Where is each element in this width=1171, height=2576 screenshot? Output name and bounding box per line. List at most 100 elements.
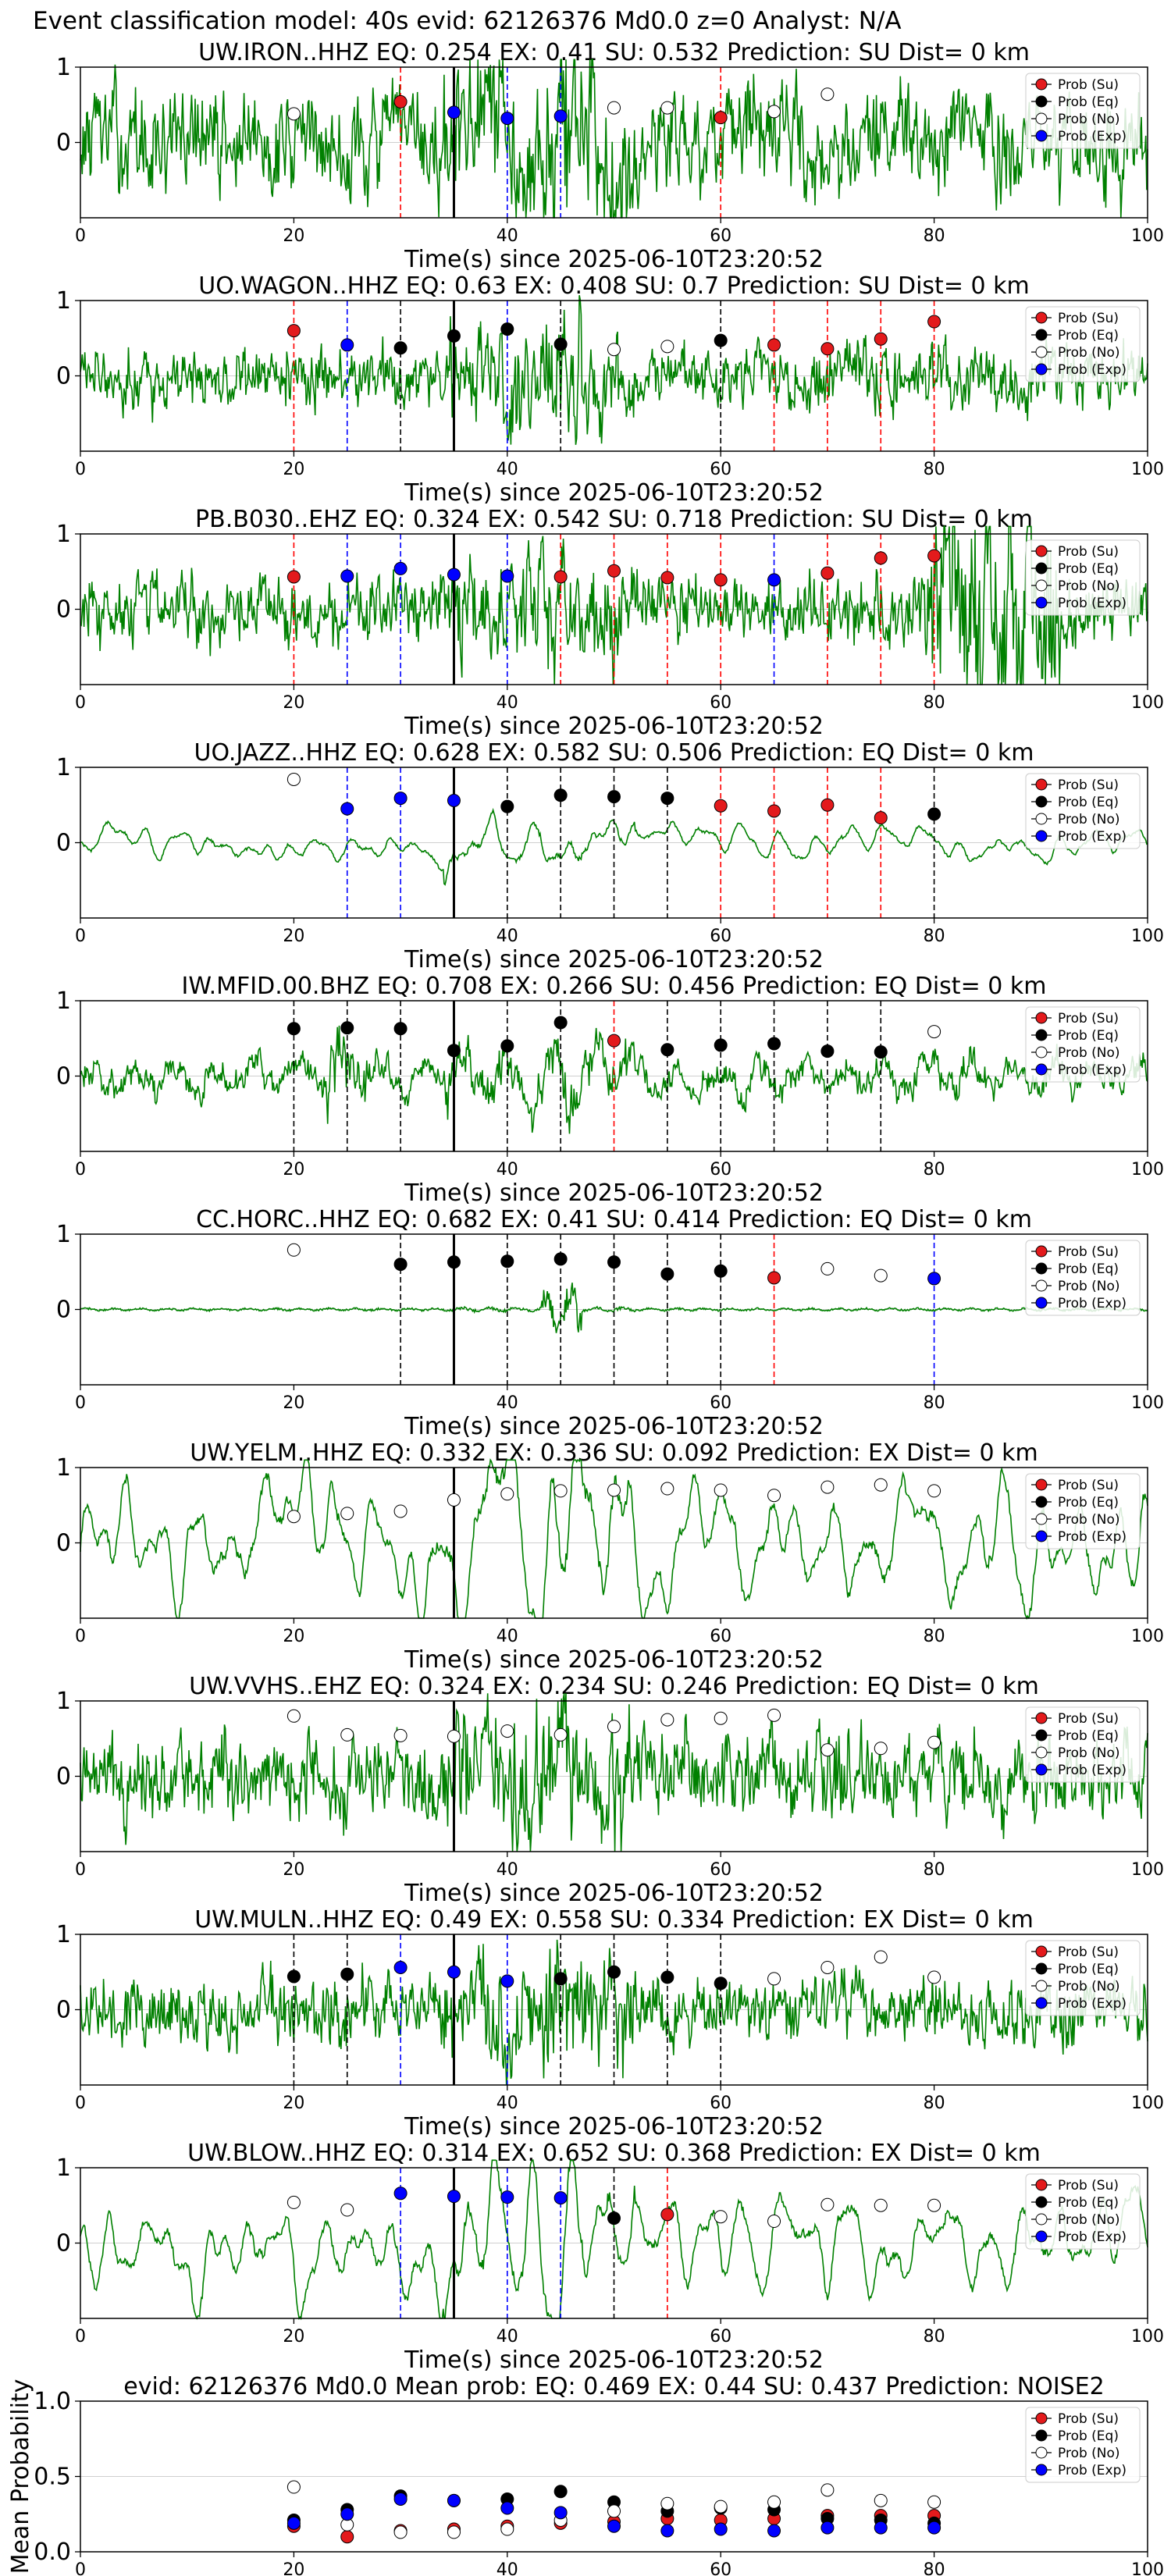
prob-point-exp [393,1960,408,1974]
legend-label-no: Prob (No) [1058,345,1120,361]
prob-point-no [607,1720,621,1734]
prob-point-no [447,1493,461,1507]
prob-point-no [714,1483,728,1497]
x-tick-label: 20 [283,2327,304,2347]
legend-item-exp: Prob (Exp) [1031,2229,1127,2245]
prob-point-no [660,101,674,115]
prob-point-su [874,332,888,346]
prob-point-exp [767,573,781,587]
prob-point-no [927,1484,941,1498]
legend-label-su: Prob (Su) [1058,1944,1119,1960]
prob-point-eq [287,1969,301,1984]
y-tick-label: 1 [56,521,71,548]
x-ticks: 0 20 40 60 80 100 [75,1151,1164,1179]
legend-box [1025,1940,1141,2016]
x-tick-label: 20 [283,927,304,946]
legend: Prob (Su)Prob (Eq)Prob (No)Prob (Exp) [1025,306,1141,382]
prob-point-no [820,87,835,101]
prob-point-eq [393,341,408,355]
legend-label-su: Prob (Su) [1058,1478,1119,1493]
y-tick-label: 1 [56,987,71,1015]
prob-point-no [820,1261,835,1276]
legend-label-eq: Prob (Eq) [1058,1728,1119,1744]
x-tick-label: 60 [710,693,731,713]
prob-point-no [714,1711,728,1725]
x-tick-label: 40 [497,1393,518,1413]
prob-point-exp [393,561,408,575]
panel-6: CC.HORC..HHZ EQ: 0.682 EX: 0.41 SU: 0.41… [56,1206,1164,1440]
prob-point-no [714,2210,728,2224]
legend: Prob (Su)Prob (Eq)Prob (No)Prob (Exp) [1025,2173,1141,2250]
x-tick-label: 100 [1131,927,1164,946]
mean-point-no [767,2495,781,2509]
prob-point-no [660,1713,674,1727]
legend-marker-no [1035,2213,1048,2226]
y-tick-label: 1.0 [34,2388,71,2415]
legend-label-eq: Prob (Eq) [1058,1495,1119,1510]
x-tick-label: 60 [710,927,731,946]
x-tick-label: 80 [924,2094,945,2113]
legend: Prob (Su)Prob (Eq)Prob (No)Prob (Exp) [1025,539,1141,616]
x-tick-label: 20 [283,1627,304,1646]
prob-point-su [287,570,301,584]
prob-point-exp [447,105,461,119]
prob-point-eq [500,322,514,336]
prob-point-eq [714,1038,728,1052]
legend-item-eq: Prob (Eq) [1031,1261,1119,1277]
legend-item-exp: Prob (Exp) [1031,829,1127,845]
legend-item-no: Prob (No) [1031,2212,1120,2228]
y-ticks: 0.0 0.5 1.0 [34,2388,80,2566]
x-tick-label: 20 [283,1860,304,1880]
prob-point-exp [927,1272,941,1286]
legend-item-no: Prob (No) [1031,1279,1120,1294]
y-ticks: 01 [56,1221,80,1324]
legend-item-no: Prob (No) [1031,1979,1120,1994]
mean-point-exp [714,2522,728,2536]
waveform-trace [80,295,1148,445]
prob-point-no [553,1484,568,1498]
prob-point-eq [393,1258,408,1272]
legend-marker-exp [1035,2230,1048,2243]
legend-marker-eq [1035,329,1048,341]
legend-marker-su [1035,78,1048,91]
prob-point-eq [607,1255,621,1269]
y-ticks: 01 [56,987,80,1091]
prob-point-su [927,315,941,329]
legend-marker-su [1035,1712,1048,1724]
prob-point-eq [767,1037,781,1051]
panel-title: PB.B030..EHZ EQ: 0.324 EX: 0.542 SU: 0.7… [195,506,1033,533]
x-tick-label: 0 [75,1627,86,1646]
legend-marker-su [1035,2179,1048,2191]
x-tick-label: 0 [75,927,86,946]
y-tick-label: 0 [56,2230,71,2258]
mean-point-exp [553,2506,568,2520]
mean-point-eq [553,2485,568,2499]
y-tick-label: 0 [56,1297,71,1324]
x-tick-label: 40 [497,226,518,246]
mean-point-exp [660,2524,674,2538]
legend-marker-eq [1035,1729,1048,1742]
prob-point-exp [340,569,354,583]
y-tick-label: 0 [56,130,71,157]
legend-box [1025,773,1141,849]
prob-point-exp [447,793,461,807]
x-axis-label: Time(s) since 2025-06-10T23:20:52 [404,946,824,973]
x-tick-label: 0 [75,1160,86,1179]
x-tick-label: 60 [710,2560,731,2576]
legend-label-no: Prob (No) [1058,2446,1120,2461]
x-tick-label: 20 [283,460,304,479]
x-tick-label: 40 [497,1160,518,1179]
prob-point-exp [447,568,461,582]
x-tick-label: 80 [924,1860,945,1880]
x-tick-label: 20 [283,2094,304,2113]
prob-point-eq [820,1044,835,1059]
mean-point-no [714,2500,728,2514]
legend-marker-eq [1035,1962,1048,1975]
legend-box [1025,1240,1141,1316]
legend-item-eq: Prob (Eq) [1031,1495,1119,1510]
prob-point-eq [607,1965,621,1979]
x-tick-label: 60 [710,460,731,479]
panel-2: UO.WAGON..HHZ EQ: 0.63 EX: 0.408 SU: 0.7… [56,272,1164,507]
y-tick-label: 0 [56,1063,71,1091]
prob-point-exp [553,109,568,123]
